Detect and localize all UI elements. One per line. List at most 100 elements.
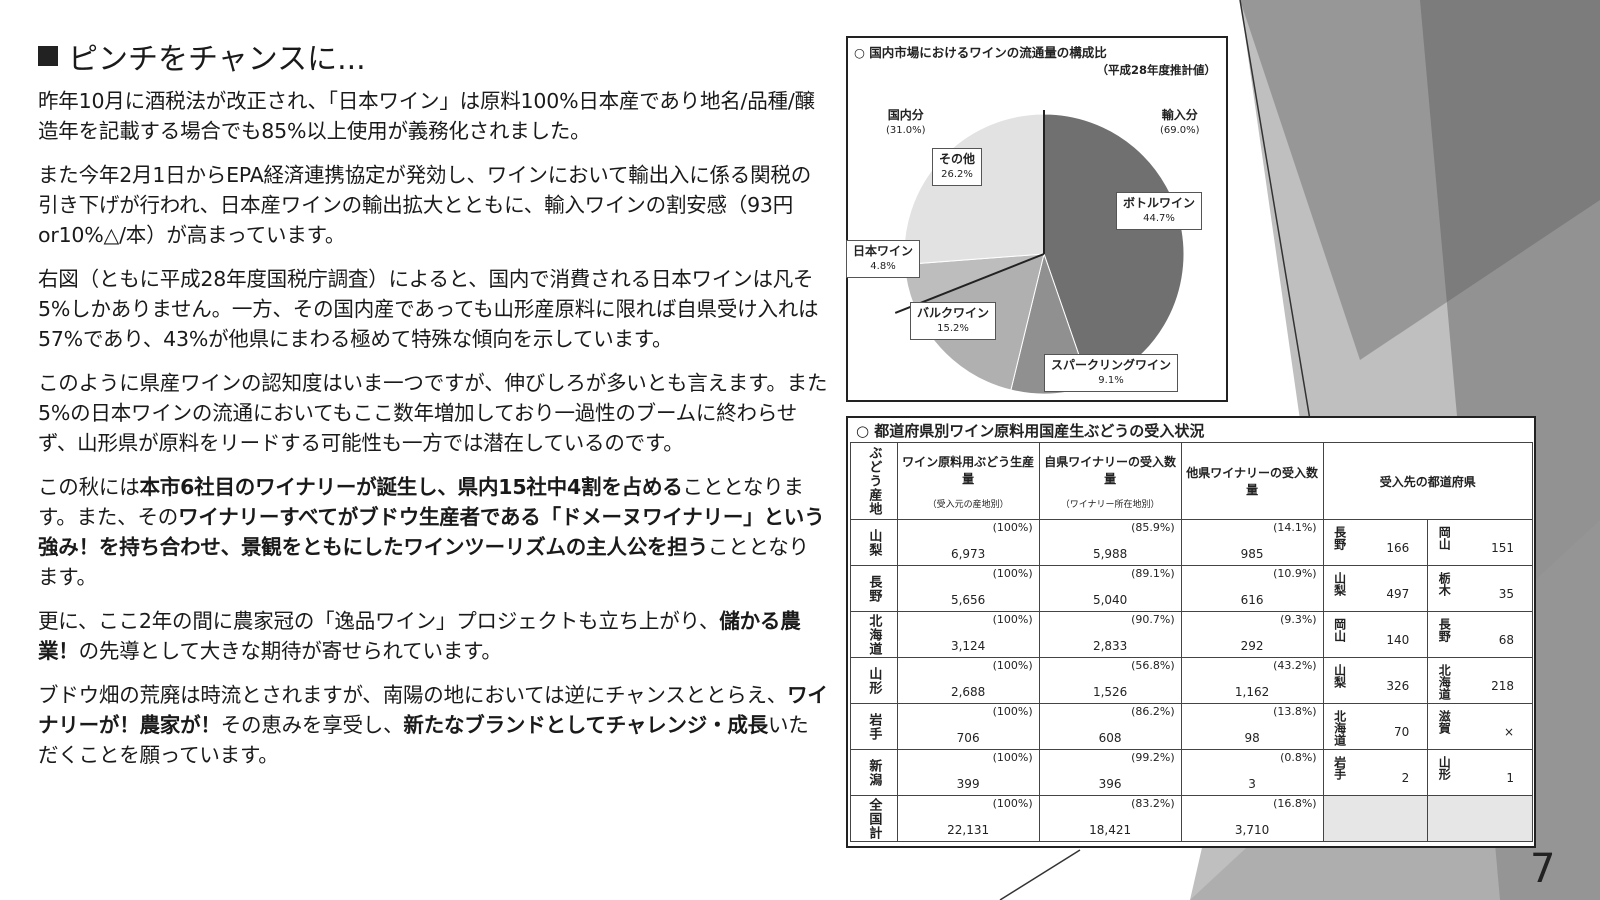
own-cell: (99.2%) 396 bbox=[1038, 749, 1182, 796]
header-production-sub: （受入元の産地別） bbox=[927, 499, 1009, 510]
header-dest-text: 受入先の都道府県 bbox=[1379, 474, 1476, 489]
p7-text: ブドウ畑の荒廃は時流とされますが、南陽の地においては逆にチャンスととらえ、 bbox=[38, 683, 788, 707]
sparkling-pct: 9.1% bbox=[1098, 375, 1124, 386]
pie-label-japan: 日本ワイン 4.8% bbox=[846, 240, 921, 278]
p5-text: こととなります。 bbox=[38, 535, 809, 589]
header-dest: 受入先の都道府県 bbox=[1322, 442, 1534, 520]
header-own-sub: （ワイナリー所在地別） bbox=[1060, 499, 1160, 510]
other-pct: (14.1%) bbox=[1273, 521, 1317, 534]
dest1-value: 326 bbox=[1386, 679, 1410, 693]
dest2-value: 68 bbox=[1498, 633, 1514, 647]
dest2-pref: 栃木 bbox=[1437, 572, 1452, 596]
paragraph-5: この秋には本市6社目のワイナリーが誕生し、県内15社中4割を占めることとなります… bbox=[38, 472, 828, 592]
dest2-value: 218 bbox=[1491, 679, 1514, 693]
dest1-pref: 北海道 bbox=[1332, 710, 1347, 746]
pie-chart-title: ○ 国内市場におけるワインの流通量の構成比 bbox=[854, 45, 1107, 60]
own-pct: (85.9%) bbox=[1131, 521, 1175, 534]
table-row: 北海道 (100%) 3,124 (90.7%) 2,833 (9.3%) 292 岡山 140… bbox=[850, 611, 1533, 658]
other-value: 98 bbox=[1244, 731, 1260, 745]
pref-name: 山梨 bbox=[866, 528, 882, 557]
pref-cell: 山形 bbox=[850, 657, 898, 704]
paragraph-1: 昨年10月に酒税法が改正され、「日本ワイン」は原料100%日本産であり地名/品種… bbox=[38, 89, 815, 143]
pie-label-import: 輸入分 (69.0%) bbox=[1160, 108, 1200, 138]
pref-cell: 北海道 bbox=[850, 611, 898, 658]
other-value: 985 bbox=[1240, 547, 1264, 561]
dest2-pref: 山形 bbox=[1437, 756, 1452, 780]
production-pct: (100%) bbox=[992, 613, 1033, 626]
other-pct: (9.3%) bbox=[1280, 613, 1317, 626]
p6-text: 更に、ここ2年の間に農家冠の「逸品ワイン」プロジェクトも立ち上がり、 bbox=[38, 609, 720, 633]
japan-pct: 4.8% bbox=[870, 261, 896, 272]
own-pct: (99.2%) bbox=[1131, 751, 1175, 764]
own-value: 1,526 bbox=[1092, 685, 1128, 699]
dest2-cell: 滋賀 × bbox=[1427, 703, 1533, 750]
dest1-cell bbox=[1322, 795, 1429, 842]
own-value: 5,988 bbox=[1092, 547, 1128, 561]
own-cell: (83.2%) 18,421 bbox=[1038, 795, 1182, 842]
dest1-pref: 岩手 bbox=[1332, 756, 1347, 780]
other-cell: (43.2%) 1,162 bbox=[1180, 657, 1324, 704]
pref-name: 北海道 bbox=[866, 613, 882, 656]
pie-label-domestic: 国内分 (31.0%) bbox=[886, 108, 926, 138]
other-value: 1,162 bbox=[1234, 685, 1270, 699]
own-pct: (56.8%) bbox=[1131, 659, 1175, 672]
sparkling-label: スパークリングワイン bbox=[1051, 358, 1172, 372]
dest1-pref: 山梨 bbox=[1332, 664, 1347, 688]
dest2-cell: 北海道 218 bbox=[1427, 657, 1533, 704]
other-cell: (13.8%) 98 bbox=[1180, 703, 1324, 750]
own-pct: (83.2%) bbox=[1131, 797, 1175, 810]
dest1-cell: 長野 166 bbox=[1322, 519, 1429, 566]
pref-name: 長野 bbox=[866, 574, 882, 603]
header-own: 自県ワイナリーの受入数量 （ワイナリー所在地別） bbox=[1038, 442, 1182, 520]
pref-cell: 全国計 bbox=[850, 795, 898, 842]
own-value: 608 bbox=[1098, 731, 1122, 745]
own-cell: (90.7%) 2,833 bbox=[1038, 611, 1182, 658]
table-row: 山形 (100%) 2,688 (56.8%) 1,526 (43.2%) 1,162 山梨 3… bbox=[850, 657, 1533, 704]
table-row: 岩手 (100%) 706 (86.2%) 608 (13.8%) 98 北海道 70 滋賀 × bbox=[850, 703, 1533, 750]
dest1-cell: 岡山 140 bbox=[1322, 611, 1429, 658]
text-column: ピンチをチャンスに... 昨年10月に酒税法が改正され、「日本ワイン」は原料10… bbox=[38, 34, 828, 784]
p7-bold: ワイナリーが！農家が！ bbox=[38, 683, 828, 737]
other-label: その他 bbox=[939, 152, 976, 166]
japan-label: 日本ワイン bbox=[853, 244, 914, 258]
other-cell: (9.3%) 292 bbox=[1180, 611, 1324, 658]
pref-cell: 岩手 bbox=[850, 703, 898, 750]
pie-label-bottle: ボトルワイン 44.7% bbox=[1116, 192, 1203, 230]
header-origin: ぶどう産地 bbox=[850, 442, 898, 520]
own-value: 5,040 bbox=[1092, 593, 1128, 607]
production-value: 5,656 bbox=[950, 593, 986, 607]
dest2-pref: 北海道 bbox=[1437, 664, 1452, 700]
other-pct: (16.8%) bbox=[1273, 797, 1317, 810]
production-pct: (100%) bbox=[992, 705, 1033, 718]
paragraph-7: ブドウ畑の荒廃は時流とされますが、南陽の地においては逆にチャンスととらえ、ワイナ… bbox=[38, 680, 828, 770]
production-value: 3,124 bbox=[950, 639, 986, 653]
own-value: 2,833 bbox=[1092, 639, 1128, 653]
production-cell: (100%) 2,688 bbox=[896, 657, 1040, 704]
dest2-cell: 岡山 151 bbox=[1427, 519, 1533, 566]
pref-name: 新潟 bbox=[866, 758, 882, 787]
dest2-value: 35 bbox=[1498, 587, 1514, 601]
production-cell: (100%) 5,656 bbox=[896, 565, 1040, 612]
pie-label-sparkling: スパークリングワイン 9.1% bbox=[1044, 354, 1179, 392]
other-value: 3 bbox=[1248, 777, 1256, 791]
p7-text: いただくことを願っています。 bbox=[38, 713, 809, 767]
dest2-cell bbox=[1427, 795, 1533, 842]
p5-text: この秋には bbox=[38, 475, 140, 499]
p5-bold: 本市6社目のワイナリーが誕生し、県内15社中4割を占める bbox=[139, 475, 683, 499]
production-value: 706 bbox=[956, 731, 980, 745]
other-value: 292 bbox=[1240, 639, 1264, 653]
own-pct: (89.1%) bbox=[1131, 567, 1175, 580]
pref-cell: 長野 bbox=[850, 565, 898, 612]
production-pct: (100%) bbox=[992, 659, 1033, 672]
dest1-pref: 山梨 bbox=[1332, 572, 1347, 596]
dest1-value: 70 bbox=[1393, 725, 1410, 739]
production-cell: (100%) 706 bbox=[896, 703, 1040, 750]
dest2-value: 151 bbox=[1491, 541, 1514, 555]
dest2-pref: 長野 bbox=[1437, 618, 1452, 642]
grape-table-figure: ○ 都道府県別ワイン原料用国産生ぶどうの受入状況 ぶどう産地 ワイン原料用ぶどう… bbox=[846, 416, 1536, 848]
paragraph-3: 右図（ともに平成28年度国税庁調査）によると、国内で消費される日本ワインは凡そ5… bbox=[38, 267, 819, 351]
grape-table: ぶどう産地 ワイン原料用ぶどう生産量 （受入元の産地別） 自県ワイナリーの受入数量… bbox=[850, 442, 1534, 842]
header-other-text: 他県ワイナリーの受入数量 bbox=[1186, 466, 1318, 497]
other-pct: 26.2% bbox=[941, 169, 973, 180]
dest1-cell: 山梨 497 bbox=[1322, 565, 1429, 612]
